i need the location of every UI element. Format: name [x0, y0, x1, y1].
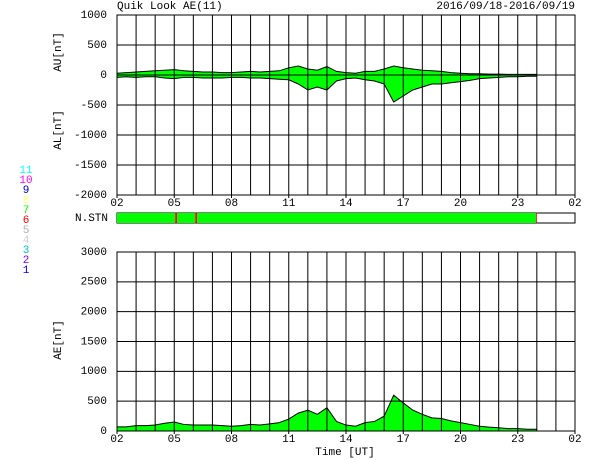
legend-label: 1 — [23, 265, 30, 277]
plot-frame — [116, 14, 576, 196]
y-axis-label: AL[nT] — [53, 110, 65, 150]
y-axis-label: AE[nT] — [53, 320, 65, 360]
x-tick-label: 05 — [168, 198, 181, 210]
legend-label: 5 — [23, 225, 30, 237]
x-tick-label: 14 — [339, 198, 353, 210]
x-tick-label: 02 — [110, 434, 123, 446]
x-tick-label: 11 — [282, 198, 296, 210]
station-segment — [175, 213, 178, 223]
x-tick-label: 17 — [397, 198, 410, 210]
station-segment — [117, 213, 176, 223]
x-tick-label: 02 — [110, 198, 123, 210]
station-segment — [197, 213, 536, 223]
x-tick-label: 23 — [511, 198, 524, 210]
chart-title: Quik Look AE(11) — [117, 1, 223, 13]
x-tick-label: 14 — [339, 434, 353, 446]
x-axis-label: Time [UT] — [315, 447, 374, 459]
plot-frame — [116, 251, 576, 432]
x-tick-label: 05 — [168, 434, 181, 446]
x-tick-label: 20 — [454, 198, 467, 210]
y-tick-label: 500 — [87, 396, 107, 408]
legend-label: 3 — [23, 245, 30, 257]
station-segment — [195, 213, 198, 223]
legend-label: 4 — [23, 235, 30, 247]
legend-label: 8 — [23, 195, 30, 207]
x-tick-label: 11 — [282, 434, 296, 446]
y-tick-label: -500 — [81, 100, 107, 112]
x-tick-label: 17 — [397, 434, 410, 446]
y-tick-label: 1000 — [81, 366, 107, 378]
x-tick-label: 08 — [225, 434, 238, 446]
legend-label: 2 — [23, 255, 30, 267]
y-tick-label: 2500 — [81, 277, 107, 289]
chart-subtitle: 2016/09/18-2016/09/19 — [436, 1, 575, 13]
x-tick-label: 20 — [454, 434, 467, 446]
y-tick-label: 500 — [87, 40, 107, 52]
legend-label: 9 — [23, 185, 30, 197]
station-segment — [535, 213, 537, 223]
x-tick-label: 02 — [568, 434, 581, 446]
legend-label: 7 — [23, 205, 30, 217]
legend-label: 11 — [19, 165, 33, 177]
y-tick-label: 1000 — [81, 10, 107, 22]
strip-label: N.STN — [75, 213, 108, 225]
x-tick-label: 02 — [568, 198, 581, 210]
y-tick-label: 2000 — [81, 307, 107, 319]
y-tick-label: 3000 — [81, 247, 107, 259]
y-axis-label: AU[nT] — [53, 32, 65, 72]
legend-label: 6 — [23, 215, 30, 227]
y-tick-label: 0 — [100, 70, 107, 82]
x-tick-label: 08 — [225, 198, 238, 210]
y-tick-label: -1500 — [74, 160, 107, 172]
legend-label: 10 — [19, 175, 32, 187]
station-segment — [177, 213, 196, 223]
y-tick-label: -1000 — [74, 130, 107, 142]
y-tick-label: -2000 — [74, 190, 107, 202]
y-tick-label: 1500 — [81, 336, 107, 348]
y-tick-label: 0 — [100, 426, 107, 438]
x-tick-label: 23 — [511, 434, 524, 446]
